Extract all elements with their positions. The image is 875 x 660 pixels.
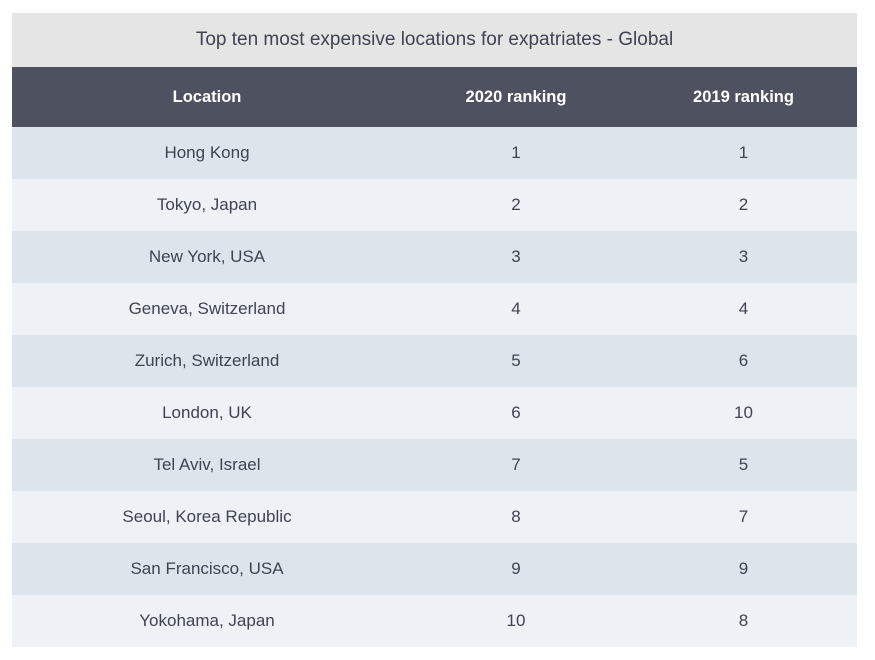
table-row: London, UK 6 10 — [12, 387, 857, 439]
rank-2019-cell: 2 — [738, 195, 749, 214]
table-row: Tel Aviv, Israel 7 5 — [12, 439, 857, 491]
location-cell: Yokohama, Japan — [139, 611, 275, 630]
rank-2020-cell: 2 — [511, 195, 521, 214]
rank-2019-cell: 1 — [738, 143, 749, 162]
location-cell: Seoul, Korea Republic — [122, 507, 292, 526]
rank-2020-cell: 7 — [511, 455, 521, 474]
rank-2020-cell: 10 — [506, 611, 526, 630]
location-cell: Hong Kong — [164, 143, 250, 162]
table-row: Hong Kong 1 1 — [12, 127, 857, 179]
rank-2020-cell: 3 — [511, 247, 521, 266]
rank-2020-cell: 4 — [511, 299, 521, 318]
rankings-table: Top ten most expensive locations for exp… — [12, 13, 857, 647]
location-cell: Geneva, Switzerland — [128, 299, 286, 318]
location-cell: New York, USA — [148, 247, 266, 266]
rank-2020-cell: 5 — [511, 351, 521, 370]
location-cell: San Francisco, USA — [130, 559, 284, 578]
header-2019-ranking: 2019 ranking — [693, 87, 794, 106]
rank-2019-cell: 5 — [738, 455, 749, 474]
rank-2020-cell: 6 — [511, 403, 521, 422]
location-cell: London, UK — [162, 403, 252, 422]
rank-2019-cell: 6 — [738, 351, 749, 370]
table-row: Geneva, Switzerland 4 4 — [12, 283, 857, 335]
rank-2019-cell: 9 — [738, 559, 749, 578]
rank-2020-cell: 9 — [511, 559, 521, 578]
header-location: Location — [172, 87, 242, 106]
rank-2019-cell: 7 — [738, 507, 749, 526]
rank-2019-cell: 4 — [738, 299, 749, 318]
table-row: Yokohama, Japan 10 8 — [12, 595, 857, 647]
table-row: San Francisco, USA 9 9 — [12, 543, 857, 595]
location-cell: Tokyo, Japan — [156, 195, 258, 214]
rank-2019-cell: 10 — [734, 403, 753, 422]
rank-2019-cell: 8 — [738, 611, 749, 630]
rank-2020-cell: 1 — [511, 143, 521, 162]
location-cell: Zurich, Switzerland — [134, 351, 280, 370]
table-row: Zurich, Switzerland 5 6 — [12, 335, 857, 387]
rank-2019-cell: 3 — [738, 247, 749, 266]
table-row: Seoul, Korea Republic 8 7 — [12, 491, 857, 543]
table-title: Top ten most expensive locations for exp… — [12, 13, 857, 67]
table-header-row: Location 2020 ranking 2019 ranking — [12, 67, 857, 127]
table-row: Tokyo, Japan 2 2 — [12, 179, 857, 231]
location-cell: Tel Aviv, Israel — [153, 455, 261, 474]
rank-2020-cell: 8 — [511, 507, 521, 526]
header-2020-ranking: 2020 ranking — [465, 87, 567, 106]
table-row: New York, USA 3 3 — [12, 231, 857, 283]
